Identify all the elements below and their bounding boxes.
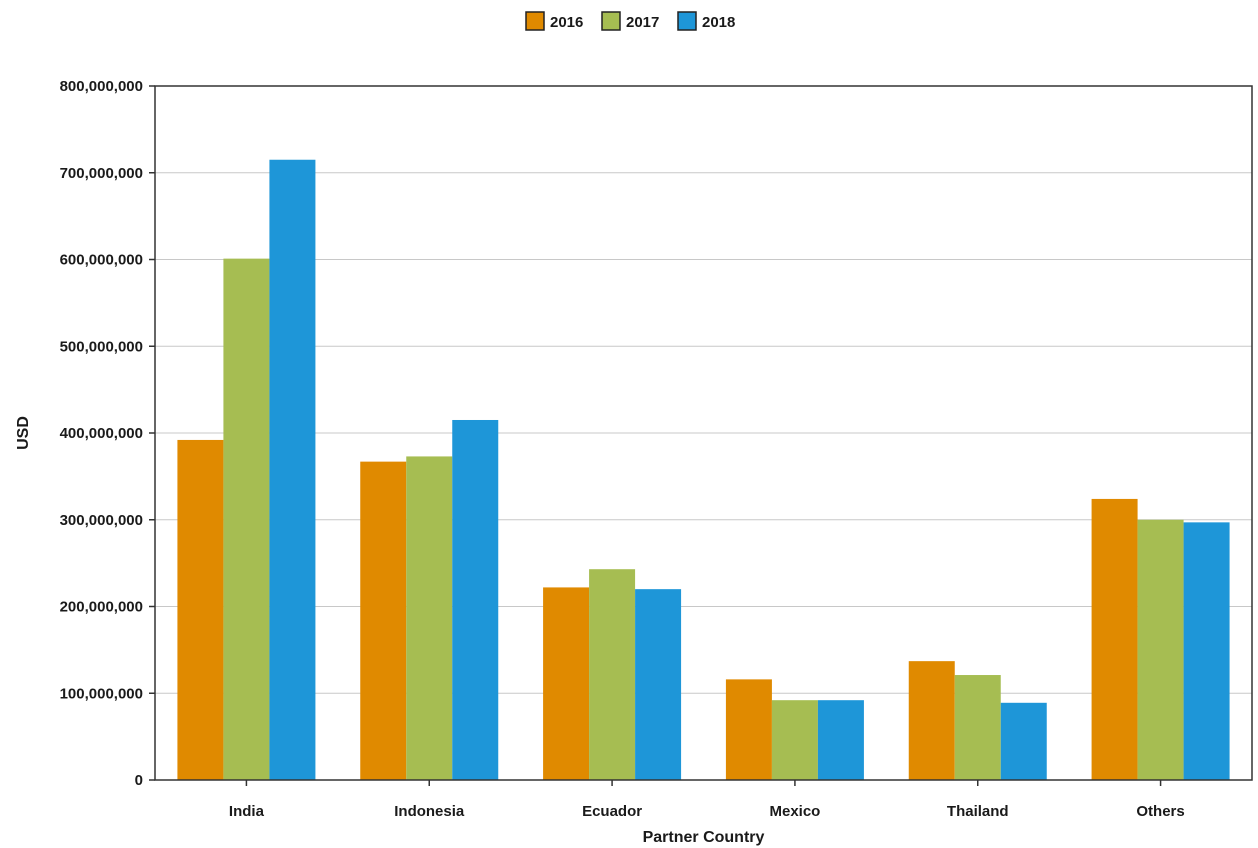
bar-2016-thailand [908,661,955,780]
y-tick-label: 800,000,000 [60,78,143,95]
x-tick-label: Thailand [947,803,1009,820]
y-tick-label: 700,000,000 [60,165,143,182]
bar-2017-india [223,258,270,780]
legend-label: 2016 [550,14,583,31]
legend-label: 2017 [626,14,659,31]
y-axis-ticks: 0 100,000,000 200,000,000 300,000,000 400,00… [60,78,155,789]
bar-2016-india [177,439,224,780]
x-tick-label: India [229,803,265,820]
bar-2017-indonesia [406,456,453,780]
legend-swatch-2017 [601,11,621,31]
bar-2018-indonesia [452,419,499,780]
x-tick-label: Indonesia [394,803,465,820]
x-axis-title: Partner Country [643,829,765,846]
legend-swatch-2016 [525,11,545,31]
bar-2017-mexico [771,700,818,780]
x-tick-label: Others [1136,803,1184,820]
bar-2016-indonesia [360,461,407,780]
y-tick-label: 100,000,000 [60,685,143,702]
bar-2017-others [1137,519,1184,780]
bar-2016-others [1091,498,1138,780]
bar-2018-thailand [1000,702,1047,780]
bar-2018-ecuador [635,589,682,780]
legend-swatch-2018 [677,11,697,31]
bar-2017-thailand [954,675,1001,780]
bar-2018-india [269,159,316,781]
y-tick-label: 600,000,000 [60,252,143,269]
y-axis-title: USD [15,416,32,450]
x-axis-ticks: India Indonesia Ecuador Mexico Thailand Other… [229,780,1185,820]
bar-2016-mexico [725,679,772,780]
bars [177,159,1230,781]
x-tick-label: Mexico [769,803,820,820]
x-tick-label: Ecuador [582,803,642,820]
y-tick-label: 200,000,000 [60,599,143,616]
y-tick-label: 300,000,000 [60,512,143,529]
y-tick-label: 0 [135,772,143,789]
bar-2016-ecuador [543,587,590,780]
y-tick-label: 400,000,000 [60,425,143,442]
bar-2018-mexico [817,700,864,780]
bar-2017-ecuador [589,569,636,780]
bar-2018-others [1183,522,1230,780]
legend: 2016 2017 2018 [525,11,735,31]
y-tick-label: 500,000,000 [60,338,143,355]
legend-label: 2018 [702,14,735,31]
gridlines [155,172,1252,694]
